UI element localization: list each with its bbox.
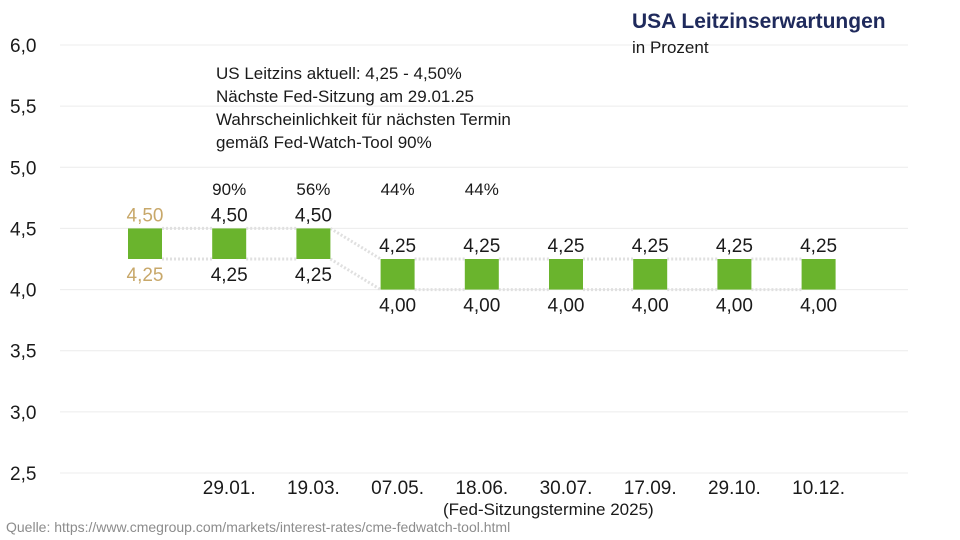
value-labels: 4,50 4,25 4,50 4,25 90% 4,50 4,25 56% 4,25 4,00 44… [127,180,838,317]
annotation-box: US Leitzins aktuell: 4,25 - 4,50% Nächst… [216,62,511,154]
range-markers [128,228,836,290]
high-value-label: 4,25 [379,236,416,257]
low-value-label: 4,25 [295,265,332,286]
probability-label: 90% [212,180,246,199]
probability-label: 44% [465,180,499,199]
high-value-label: 4,50 [127,205,164,226]
y-tick-label: 4,0 [10,281,36,302]
range-marker [633,259,668,290]
high-value-label: 4,50 [211,205,248,226]
probability-label: 44% [381,180,415,199]
annotation-line: Wahrscheinlichkeit für nächsten Termin [216,110,511,129]
chart-title: USA Leitzinserwartungen [632,10,886,33]
source-note: Quelle: https://www.cmegroup.com/markets… [6,519,511,535]
range-marker [464,259,499,290]
range-marker [549,259,583,290]
x-tick-label: 30.07. [540,478,593,499]
x-tick-label: 18.06. [455,478,508,499]
range-connectors [162,226,802,292]
range-marker [380,259,415,290]
connector-line [329,257,382,291]
x-tick-label: 07.05. [371,478,424,499]
x-tick-label: 19.03. [287,478,340,499]
x-tick-label: 29.10. [708,478,761,499]
annotation-line: US Leitzins aktuell: 4,25 - 4,50% [216,64,462,83]
range-marker [128,228,162,259]
x-tick-label: 17.09. [624,478,677,499]
high-value-label: 4,25 [716,236,753,257]
annotation-line: Nächste Fed-Sitzung am 29.01.25 [216,87,474,106]
y-tick-label: 4,5 [10,219,36,240]
range-marker [717,259,752,290]
low-value-label: 4,25 [127,265,164,286]
y-tick-label: 6,0 [10,36,36,57]
y-tick-label: 3,5 [10,342,36,363]
chart-subtitle: in Prozent [632,38,709,57]
x-axis-ticks: 29.01. 19.03. 07.05. 18.06. 30.07. 17.09. 29.1… [203,478,845,499]
y-tick-label: 5,0 [10,158,36,179]
low-value-label: 4,00 [548,296,585,317]
annotation-line: gemäß Fed-Watch-Tool 90% [216,133,432,152]
range-marker [212,228,247,259]
low-value-label: 4,00 [716,296,753,317]
y-tick-label: 5,5 [10,97,36,118]
high-value-label: 4,25 [463,236,500,257]
y-axis-ticks: 6,0 5,5 5,0 4,5 4,0 3,5 3,0 2,5 [10,36,36,485]
y-tick-label: 3,0 [10,403,36,424]
y-tick-label: 2,5 [10,464,36,485]
low-value-label: 4,00 [632,296,669,317]
high-value-label: 4,25 [800,236,837,257]
connector-line [329,227,382,261]
probability-label: 56% [296,180,330,199]
range-marker [801,259,836,290]
x-axis-label: (Fed-Sitzungstermine 2025) [443,500,654,519]
low-value-label: 4,00 [800,296,837,317]
low-value-label: 4,25 [211,265,248,286]
high-value-label: 4,25 [632,236,669,257]
x-tick-label: 10.12. [792,478,845,499]
x-tick-label: 29.01. [203,478,256,499]
high-value-label: 4,50 [295,205,332,226]
low-value-label: 4,00 [463,296,500,317]
low-value-label: 4,00 [379,296,416,317]
high-value-label: 4,25 [548,236,585,257]
range-marker [296,228,331,259]
